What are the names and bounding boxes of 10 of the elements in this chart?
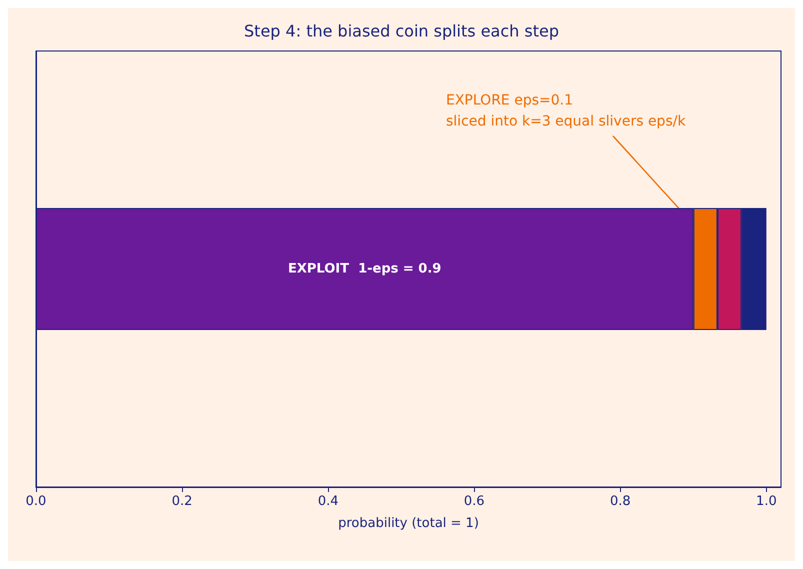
x-tick-label: 0.4 (318, 494, 338, 509)
x-tick-label: 0.0 (26, 494, 46, 509)
x-axis-title: probability (total = 1) (338, 516, 479, 531)
chart-title: Step 4: the biased coin splits each step (244, 22, 559, 40)
x-tick-label: 0.2 (172, 494, 192, 509)
x-tick-label: 0.8 (610, 494, 631, 509)
annotation: EXPLORE eps=0.1 sliced into k=3 equal slivers eps/k (446, 92, 686, 130)
x-tick-label: 0.6 (464, 494, 485, 509)
data-label: EXPLOIT 1-eps = 0.9 (288, 262, 442, 276)
x-tick-label: 1.0 (756, 494, 777, 509)
